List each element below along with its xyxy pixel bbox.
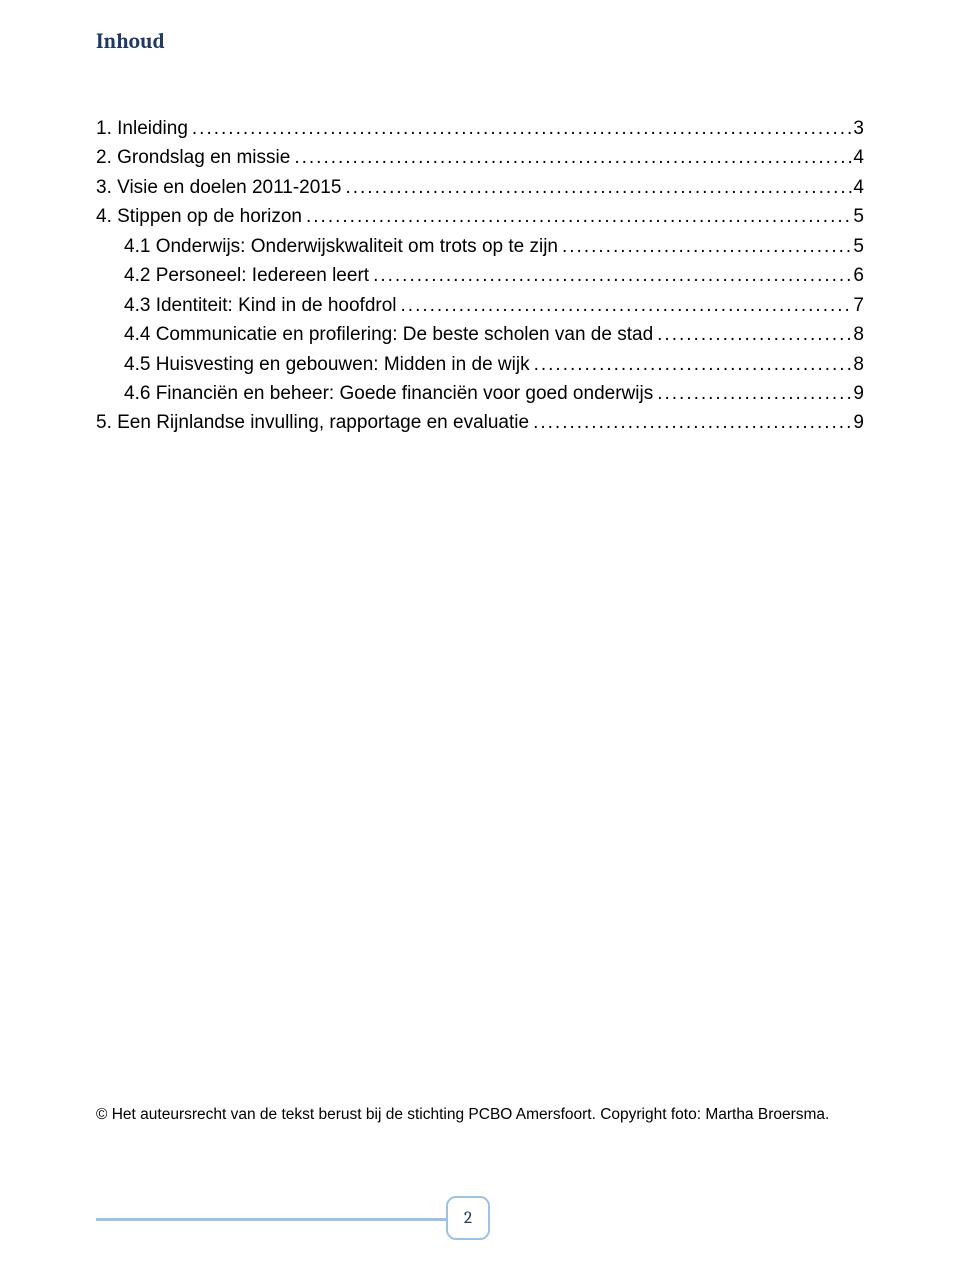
toc-entry-page: 7 [853, 291, 864, 320]
toc-entry-page: 9 [853, 379, 864, 408]
toc-entry-page: 3 [853, 114, 864, 143]
toc-leader-dots [653, 379, 853, 408]
toc-leader-dots [369, 261, 853, 290]
toc-entry-page: 6 [853, 261, 864, 290]
toc-entry-label: 3. Visie en doelen 2011-2015 [96, 173, 341, 202]
toc-entry-label: 1. Inleiding [96, 114, 188, 143]
toc-entry-label: 4.6 Financiën en beheer: Goede financiën… [124, 379, 653, 408]
toc-leader-dots [290, 143, 853, 172]
toc-entry-label: 2. Grondslag en missie [96, 143, 290, 172]
toc-leader-dots [529, 408, 853, 437]
toc-leader-dots [397, 291, 854, 320]
toc-entry: 4. Stippen op de horizon 5 [96, 202, 864, 231]
copyright-notice: © Het auteursrecht van de tekst berust b… [96, 1104, 864, 1126]
toc-leader-dots [530, 350, 854, 379]
toc-entry-label: 4.4 Communicatie en profilering: De best… [124, 320, 653, 349]
toc-leader-dots [341, 173, 853, 202]
toc-entry-label: 4. Stippen op de horizon [96, 202, 302, 231]
toc-entry: 4.4 Communicatie en profilering: De best… [96, 320, 864, 349]
toc-entry-label: 4.3 Identiteit: Kind in de hoofdrol [124, 291, 397, 320]
toc-entry: 5. Een Rijnlandse invulling, rapportage … [96, 408, 864, 437]
toc-entry-label: 5. Een Rijnlandse invulling, rapportage … [96, 408, 529, 437]
page-number-badge: 2 [446, 1196, 490, 1240]
toc-leader-dots [188, 114, 854, 143]
page-number: 2 [464, 1209, 472, 1228]
toc-leader-dots [302, 202, 853, 231]
toc-entry-page: 8 [853, 320, 864, 349]
toc-entry-label: 4.1 Onderwijs: Onderwijskwaliteit om tro… [124, 232, 558, 261]
table-of-contents: 1. Inleiding32. Grondslag en missie43. V… [96, 114, 864, 438]
toc-entry: 4.3 Identiteit: Kind in de hoofdrol 7 [96, 291, 864, 320]
toc-leader-dots [653, 320, 853, 349]
toc-entry-label: 4.2 Personeel: Iedereen leert [124, 261, 369, 290]
toc-entry: 1. Inleiding 3 [96, 114, 864, 143]
toc-entry: 4.6 Financiën en beheer: Goede financiën… [96, 379, 864, 408]
footer-accent-line [96, 1218, 446, 1221]
toc-entry-page: 4 [853, 173, 864, 202]
toc-entry: 4.5 Huisvesting en gebouwen: Midden in d… [96, 350, 864, 379]
document-page: Inhoud 1. Inleiding32. Grondslag en miss… [0, 0, 960, 1266]
toc-entry: 3. Visie en doelen 2011-2015 4 [96, 173, 864, 202]
toc-entry: 4.2 Personeel: Iedereen leert 6 [96, 261, 864, 290]
toc-entry-page: 5 [853, 232, 864, 261]
toc-entry-page: 4 [853, 143, 864, 172]
toc-entry-page: 9 [853, 408, 864, 437]
toc-entry-label: 4.5 Huisvesting en gebouwen: Midden in d… [124, 350, 530, 379]
toc-entry: 2. Grondslag en missie 4 [96, 143, 864, 172]
toc-entry: 4.1 Onderwijs: Onderwijskwaliteit om tro… [96, 232, 864, 261]
page-title: Inhoud [96, 30, 864, 54]
toc-leader-dots [558, 232, 853, 261]
toc-entry-page: 5 [853, 202, 864, 231]
page-footer: 2 [0, 1196, 960, 1244]
toc-entry-page: 8 [853, 350, 864, 379]
